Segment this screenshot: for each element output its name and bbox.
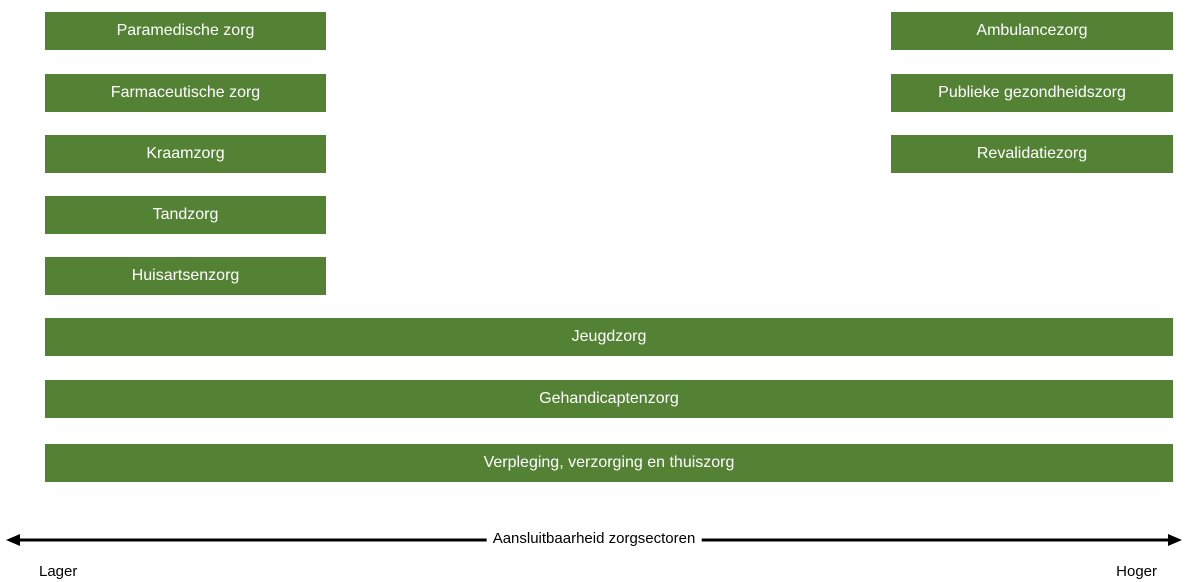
sector-box-ambulancezorg: Ambulancezorg: [891, 12, 1173, 50]
sector-box-tandzorg: Tandzorg: [45, 196, 326, 234]
sector-box-verpleging-verzorging-thuiszorg: Verpleging, verzorging en thuiszorg: [45, 444, 1173, 482]
sector-box-revalidatiezorg: Revalidatiezorg: [891, 135, 1173, 173]
sector-label: Kraamzorg: [146, 145, 225, 162]
sector-box-farmaceutische-zorg: Farmaceutische zorg: [45, 74, 326, 112]
axis-low-label: Lager: [39, 563, 78, 580]
sector-label: Farmaceutische zorg: [110, 84, 261, 101]
sector-label: Jeugdzorg: [571, 328, 647, 345]
sector-box-publieke-gezondheidszorg: Publieke gezondheidszorg: [891, 74, 1173, 112]
sector-label: Verpleging, verzorging en thuiszorg: [483, 454, 735, 471]
sector-box-gehandicaptenzorg: Gehandicaptenzorg: [45, 380, 1173, 418]
axis-high-label: Hoger: [1116, 563, 1157, 580]
sector-label: Revalidatiezorg: [976, 145, 1088, 162]
sector-label: Gehandicaptenzorg: [539, 390, 679, 407]
sector-label: Publieke gezondheidszorg: [938, 84, 1126, 101]
sector-label: Huisartsenzorg: [131, 267, 240, 284]
sector-box-jeugdzorg: Jeugdzorg: [45, 318, 1173, 356]
sector-box-paramedische-zorg: Paramedische zorg: [45, 12, 326, 50]
axis-title: Aansluitbaarheid zorgsectoren: [486, 530, 702, 547]
sector-box-huisartsenzorg: Huisartsenzorg: [45, 257, 326, 295]
arrow-left-head-icon: [6, 534, 20, 546]
sector-label: Ambulancezorg: [976, 22, 1088, 39]
arrow-right-head-icon: [1168, 534, 1182, 546]
sector-box-kraamzorg: Kraamzorg: [45, 135, 326, 173]
sector-label: Paramedische zorg: [116, 22, 255, 39]
sector-label: Tandzorg: [152, 206, 219, 223]
